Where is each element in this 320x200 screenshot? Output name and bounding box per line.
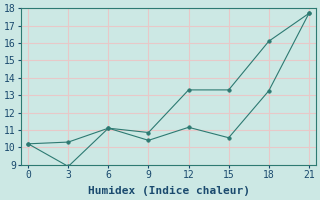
X-axis label: Humidex (Indice chaleur): Humidex (Indice chaleur): [88, 186, 250, 196]
